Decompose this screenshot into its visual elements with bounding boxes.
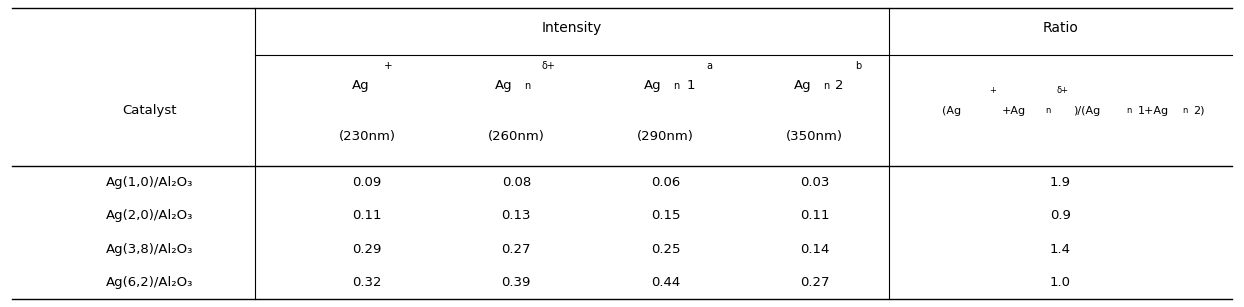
Text: 0.08: 0.08 <box>501 176 531 189</box>
Text: 0.13: 0.13 <box>501 209 531 222</box>
Text: Ag: Ag <box>794 80 811 92</box>
Text: Ratio: Ratio <box>1042 21 1079 35</box>
Text: (260nm): (260nm) <box>488 130 545 143</box>
Text: 0.09: 0.09 <box>352 176 382 189</box>
Text: )/(Ag: )/(Ag <box>1072 106 1100 115</box>
Text: δ+: δ+ <box>541 61 556 71</box>
Text: 1+Ag: 1+Ag <box>1138 106 1169 115</box>
Text: 0.44: 0.44 <box>651 276 680 289</box>
Text: 0.32: 0.32 <box>352 276 382 289</box>
Text: 1.0: 1.0 <box>1050 276 1071 289</box>
Text: δ+: δ+ <box>1057 86 1069 95</box>
Text: Ag: Ag <box>352 80 369 92</box>
Text: 1.4: 1.4 <box>1050 243 1071 256</box>
Text: +: + <box>384 61 392 71</box>
Text: 0.11: 0.11 <box>352 209 382 222</box>
Text: 0.11: 0.11 <box>800 209 830 222</box>
Text: Catalyst: Catalyst <box>122 104 177 117</box>
Text: +Ag: +Ag <box>1003 106 1026 115</box>
Text: (290nm): (290nm) <box>637 130 694 143</box>
Text: 0.29: 0.29 <box>352 243 382 256</box>
Text: Ag(3,8)/Al₂O₃: Ag(3,8)/Al₂O₃ <box>106 243 193 256</box>
Text: 0.15: 0.15 <box>651 209 680 222</box>
Text: Ag(1,0)/Al₂O₃: Ag(1,0)/Al₂O₃ <box>106 176 193 189</box>
Text: +: + <box>990 86 996 95</box>
Text: Ag(6,2)/Al₂O₃: Ag(6,2)/Al₂O₃ <box>106 276 193 289</box>
Text: 0.39: 0.39 <box>501 276 531 289</box>
Text: b: b <box>855 61 862 71</box>
Text: (Ag: (Ag <box>943 106 962 115</box>
Text: 1: 1 <box>687 80 694 92</box>
Text: 0.03: 0.03 <box>800 176 830 189</box>
Text: 0.14: 0.14 <box>800 243 830 256</box>
Text: 0.9: 0.9 <box>1050 209 1071 222</box>
Text: 2: 2 <box>836 80 843 92</box>
Text: 2): 2) <box>1193 106 1205 115</box>
Text: 0.27: 0.27 <box>800 276 830 289</box>
Text: 0.25: 0.25 <box>651 243 680 256</box>
Text: n: n <box>1045 106 1051 115</box>
Text: 0.06: 0.06 <box>651 176 680 189</box>
Text: Intensity: Intensity <box>542 21 602 35</box>
Text: 1.9: 1.9 <box>1050 176 1071 189</box>
Text: Ag(2,0)/Al₂O₃: Ag(2,0)/Al₂O₃ <box>106 209 193 222</box>
Text: (230nm): (230nm) <box>338 130 396 143</box>
Text: n: n <box>673 81 680 91</box>
Text: n: n <box>524 81 531 91</box>
Text: Ag: Ag <box>644 80 662 92</box>
Text: Ag: Ag <box>495 80 513 92</box>
Text: n: n <box>1127 106 1132 115</box>
Text: a: a <box>707 61 712 71</box>
Text: 0.27: 0.27 <box>501 243 531 256</box>
Text: n: n <box>1183 106 1188 115</box>
Text: n: n <box>822 81 830 91</box>
Text: (350nm): (350nm) <box>786 130 843 143</box>
